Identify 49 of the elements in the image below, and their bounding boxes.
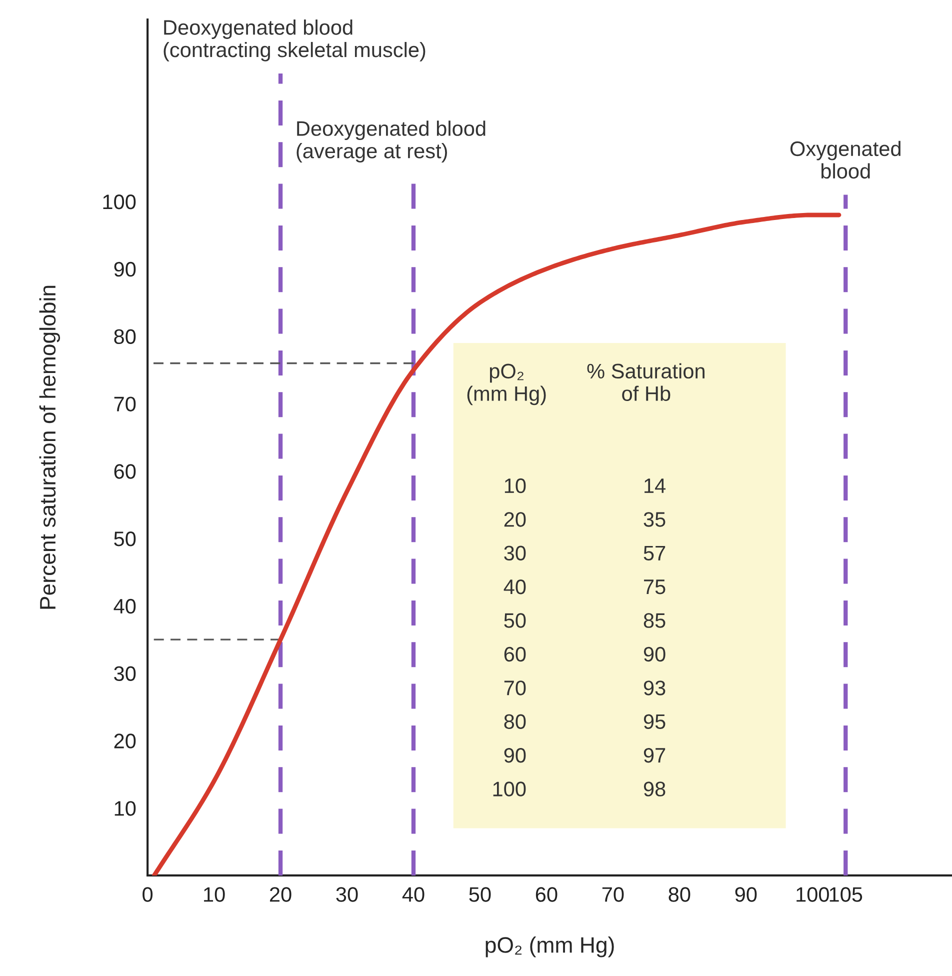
ref-line-label: Deoxygenated blood (contracting skeletal muscle) [164,20,426,62]
annotation: 98 [644,782,666,796]
x-tick-label: 100 [796,887,829,902]
annotation: 95 [644,714,666,730]
annotation: pO₂ (mm Hg) [467,364,546,406]
x-tick-label: 30 [336,887,358,902]
annotation: 90 [644,646,666,662]
x-tick-label: 80 [668,887,690,902]
y-tick-label: 70 [114,396,136,412]
y-tick-label: 50 [114,531,136,546]
annotation: 40 [504,579,526,594]
y-tick-label: 40 [114,598,136,614]
annotation: 57 [644,546,666,561]
x-tick-label: 20 [270,887,292,902]
y-axis-title: Percent saturation of hemoglobin [39,286,60,609]
annotation: 35 [644,512,666,527]
y-tick-label: 10 [114,801,136,816]
annotation: % Saturation of Hb [587,363,704,401]
x-tick-label: 105 [830,887,862,902]
annotation: 80 [504,714,526,730]
annotation: 14 [644,478,666,493]
annotation: 10 [504,478,526,494]
annotation: 30 [504,546,526,561]
y-tick-label: 90 [114,262,136,277]
annotation: 97 [644,748,666,763]
annotation: 20 [504,512,526,527]
x-tick-label: 40 [402,887,424,902]
annotation: 75 [644,580,666,594]
x-tick-label: 10 [204,887,225,902]
y-tick-label: 80 [114,329,136,344]
annotation: 50 [504,613,526,628]
annotation: 100 [493,782,526,796]
annotation: 90 [504,748,526,763]
ref-line-label: Oxygenated blood [790,140,900,179]
x-axis-title: pO₂ (mm Hg) [486,936,614,958]
x-tick-label: 70 [602,887,624,902]
annotation: 60 [504,646,526,662]
annotation: 85 [644,613,666,628]
y-tick-label: 100 [103,194,136,210]
y-tick-label: 20 [114,734,136,748]
ref-line-label: Deoxygenated blood (average at rest) [296,120,486,162]
annotation: 70 [504,680,526,696]
x-tick-label: 50 [469,887,491,902]
y-tick-label: 60 [114,464,136,479]
x-tick-label: 0 [142,887,153,902]
y-tick-label: 30 [114,666,136,682]
annotation: 93 [644,680,666,696]
x-tick-label: 60 [536,887,558,902]
x-tick-label: 90 [735,887,757,902]
